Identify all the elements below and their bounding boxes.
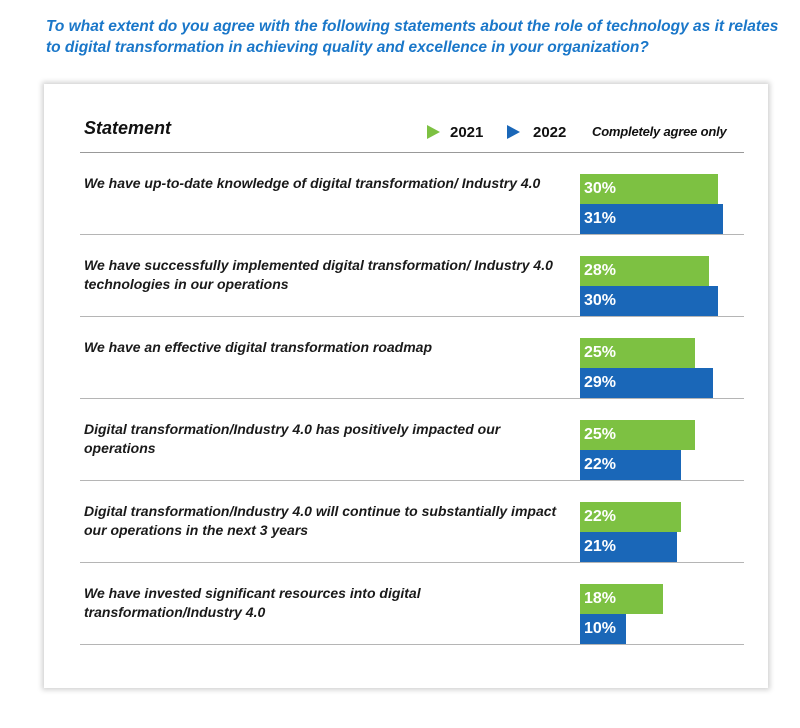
legend-2021-arrow-icon <box>427 125 440 139</box>
bar-value-label: 30% <box>584 292 617 309</box>
bar-2022 <box>580 450 682 480</box>
statement-text: Digital transformation/Industry 4.0 has … <box>84 421 501 456</box>
legend-note: Completely agree only <box>592 124 727 139</box>
bar-value-label: 22% <box>584 508 617 525</box>
header-divider <box>80 152 744 153</box>
statement-text: We have invested significant resources i… <box>84 585 421 620</box>
row-divider <box>80 562 744 563</box>
statement-text: We have up-to-date knowledge of digital … <box>84 175 541 191</box>
row-divider <box>80 644 744 645</box>
bar-2021 <box>580 584 663 614</box>
bar-value-label: 22% <box>584 456 617 473</box>
bar-value-label: 21% <box>584 538 617 555</box>
bar-value-label: 25% <box>584 426 617 443</box>
bar-2021 <box>580 256 709 286</box>
bar-value-label: 10% <box>584 620 617 637</box>
legend-2021-label: 2021 <box>450 124 484 141</box>
bar-2022 <box>580 204 723 234</box>
row-divider <box>80 316 744 317</box>
row-divider <box>80 234 744 235</box>
bar-value-label: 30% <box>584 180 617 197</box>
bar-2022 <box>580 368 714 398</box>
statement-text: Digital transformation/Industry 4.0 will… <box>84 503 557 538</box>
statement-column-header: Statement <box>84 118 172 138</box>
row-divider <box>80 398 744 399</box>
bar-value-label: 28% <box>584 262 617 279</box>
bar-2021 <box>580 338 695 368</box>
bar-value-label: 29% <box>584 374 617 391</box>
bar-value-label: 31% <box>584 210 617 227</box>
row-divider <box>80 480 744 481</box>
legend-2022-label: 2022 <box>533 124 567 141</box>
bar-2021 <box>580 420 695 450</box>
bar-2021 <box>580 174 718 204</box>
statement-text: We have an effective digital transformat… <box>84 339 433 355</box>
bar-2021 <box>580 502 682 532</box>
legend-2022-arrow-icon <box>507 125 520 139</box>
statement-text: We have successfully implemented digital… <box>84 257 553 292</box>
bar-value-label: 25% <box>584 344 617 361</box>
bar-value-label: 18% <box>584 590 617 607</box>
survey-question: To what extent do you agree with the fol… <box>46 18 779 56</box>
bar-2022 <box>580 532 677 562</box>
bar-2022 <box>580 614 626 644</box>
bar-2022 <box>580 286 718 316</box>
